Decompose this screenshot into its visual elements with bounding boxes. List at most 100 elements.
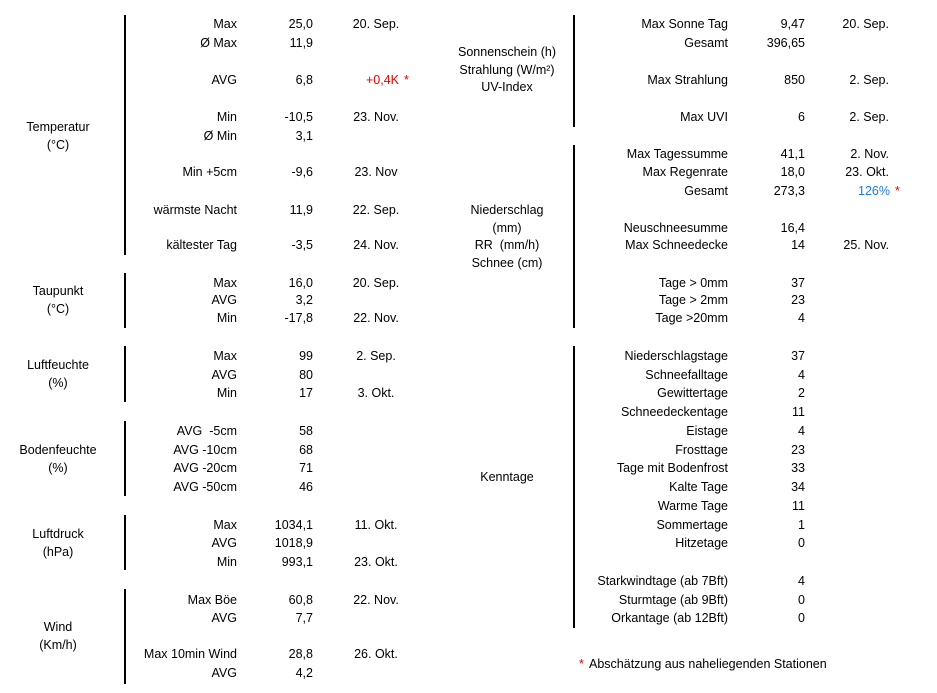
row-value: 16,4	[780, 221, 805, 235]
row-date: 23. Nov.	[353, 110, 399, 124]
row-date: 20. Sep.	[842, 17, 889, 31]
row-label: AVG	[211, 611, 237, 625]
row-date: 2. Sep.	[849, 73, 889, 87]
row-label: Max UVI	[680, 110, 728, 124]
group-label: UV-Index	[481, 80, 533, 94]
row-value: 1018,9	[274, 536, 313, 550]
row-label: Min	[216, 110, 237, 124]
row-value: 34	[791, 480, 805, 494]
row-label: Tage > 0mm	[658, 276, 728, 290]
row-label: Max 10min Wind	[143, 647, 237, 661]
row-date: 22. Nov.	[353, 593, 399, 607]
row-label: Max Schneedecke	[625, 238, 728, 252]
row-value: 6,8	[295, 73, 313, 87]
group-label: RR (mm/h)	[474, 238, 540, 252]
row-label: Tage mit Bodenfrost	[616, 461, 728, 475]
row-value: 11	[792, 499, 805, 513]
footnote-text: Abschätzung aus naheliegenden Stationen	[589, 657, 827, 671]
row-label: Gesamt	[684, 36, 728, 50]
row-label: Schneedeckentage	[620, 405, 728, 419]
group-label: Niederschlag	[470, 203, 544, 217]
separator-line	[124, 15, 126, 255]
row-value: 11,9	[289, 203, 313, 217]
row-date: 11. Okt.	[354, 518, 398, 532]
row-label: AVG	[211, 293, 237, 307]
group-label: Bodenfeuchte	[19, 443, 97, 457]
group-label: Temperatur	[26, 120, 90, 134]
row-label: AVG	[211, 73, 237, 87]
row-value: 80	[299, 368, 313, 382]
row-value: 993,1	[281, 555, 313, 569]
group-label: Luftfeuchte	[27, 358, 89, 372]
group-label: (Km/h)	[39, 637, 77, 652]
row-date: 22. Nov.	[353, 311, 399, 325]
row-label: Frosttage	[675, 443, 728, 457]
row-label: kältester Tag	[166, 238, 237, 252]
row-value: -9,6	[291, 165, 313, 179]
row-date: 23. Nov	[354, 165, 398, 179]
note-mark: *	[404, 73, 409, 87]
row-value: -3,5	[291, 238, 313, 252]
row-value: -17,8	[284, 311, 314, 325]
row-value: 17	[299, 386, 313, 400]
group-label: Taupunkt	[32, 284, 84, 298]
row-date: 25. Nov.	[843, 238, 889, 252]
row-date: 24. Nov.	[353, 238, 399, 252]
row-label: Warme Tage	[657, 499, 728, 513]
row-value: 850	[784, 73, 805, 87]
group-label: (°C)	[46, 137, 70, 152]
row-value: 23	[791, 293, 805, 307]
row-value: -10,5	[284, 110, 314, 124]
row-label: Niederschlagstage	[624, 349, 728, 363]
row-value: 0	[798, 611, 805, 625]
separator-line	[124, 515, 126, 570]
row-value: 0	[798, 536, 805, 550]
group-label: Luftdruck	[32, 527, 84, 541]
group-label: (mm)	[492, 220, 522, 235]
row-date: 2. Nov.	[850, 147, 889, 161]
row-label: Max Böe	[187, 593, 237, 607]
row-label: Max Sonne Tag	[641, 17, 728, 31]
row-label: Max	[213, 17, 237, 31]
row-label: Kalte Tage	[669, 480, 728, 494]
row-date: 2. Sep.	[849, 110, 889, 124]
row-value: 2	[798, 386, 805, 400]
row-value: 71	[299, 461, 313, 475]
row-label: Schneefalltage	[645, 368, 728, 382]
group-label: Strahlung (W/m²)	[459, 62, 555, 77]
row-value: 37	[791, 276, 805, 290]
separator-line	[573, 145, 575, 328]
group-label: (%)	[48, 460, 68, 475]
row-value: 37	[791, 349, 805, 363]
row-value: 3,1	[295, 129, 313, 143]
row-date: 23. Okt.	[354, 555, 398, 569]
row-date: 20. Sep.	[352, 17, 400, 31]
row-label: Max	[213, 349, 237, 363]
group-label: Schnee (cm)	[471, 255, 543, 270]
group-label: Kenntage	[480, 470, 534, 484]
row-value: 1034,1	[274, 518, 313, 532]
row-label: Neuschneesumme	[623, 221, 728, 235]
group-label: (°C)	[46, 301, 70, 316]
separator-line	[124, 346, 126, 402]
group-label: Sonnenschein (h)	[458, 45, 556, 59]
row-label: Eistage	[686, 424, 728, 438]
row-label: Min	[216, 555, 237, 569]
row-label: Gewittertage	[657, 386, 728, 400]
row-label: Max	[213, 276, 237, 290]
separator-line	[124, 273, 126, 328]
row-value: 273,3	[773, 184, 805, 198]
row-value: 3,2	[295, 293, 313, 307]
row-note: +0,4K	[366, 73, 400, 87]
row-value: 23	[791, 443, 805, 457]
row-value: 4	[798, 574, 805, 588]
row-value: 4	[798, 311, 805, 325]
row-value: 11,9	[289, 36, 313, 50]
row-value: 1	[798, 518, 805, 532]
row-value: 0	[798, 593, 805, 607]
separator-line	[124, 589, 126, 684]
row-value: 58	[299, 424, 313, 438]
row-label: AVG	[211, 666, 237, 680]
separator-line	[573, 346, 575, 628]
